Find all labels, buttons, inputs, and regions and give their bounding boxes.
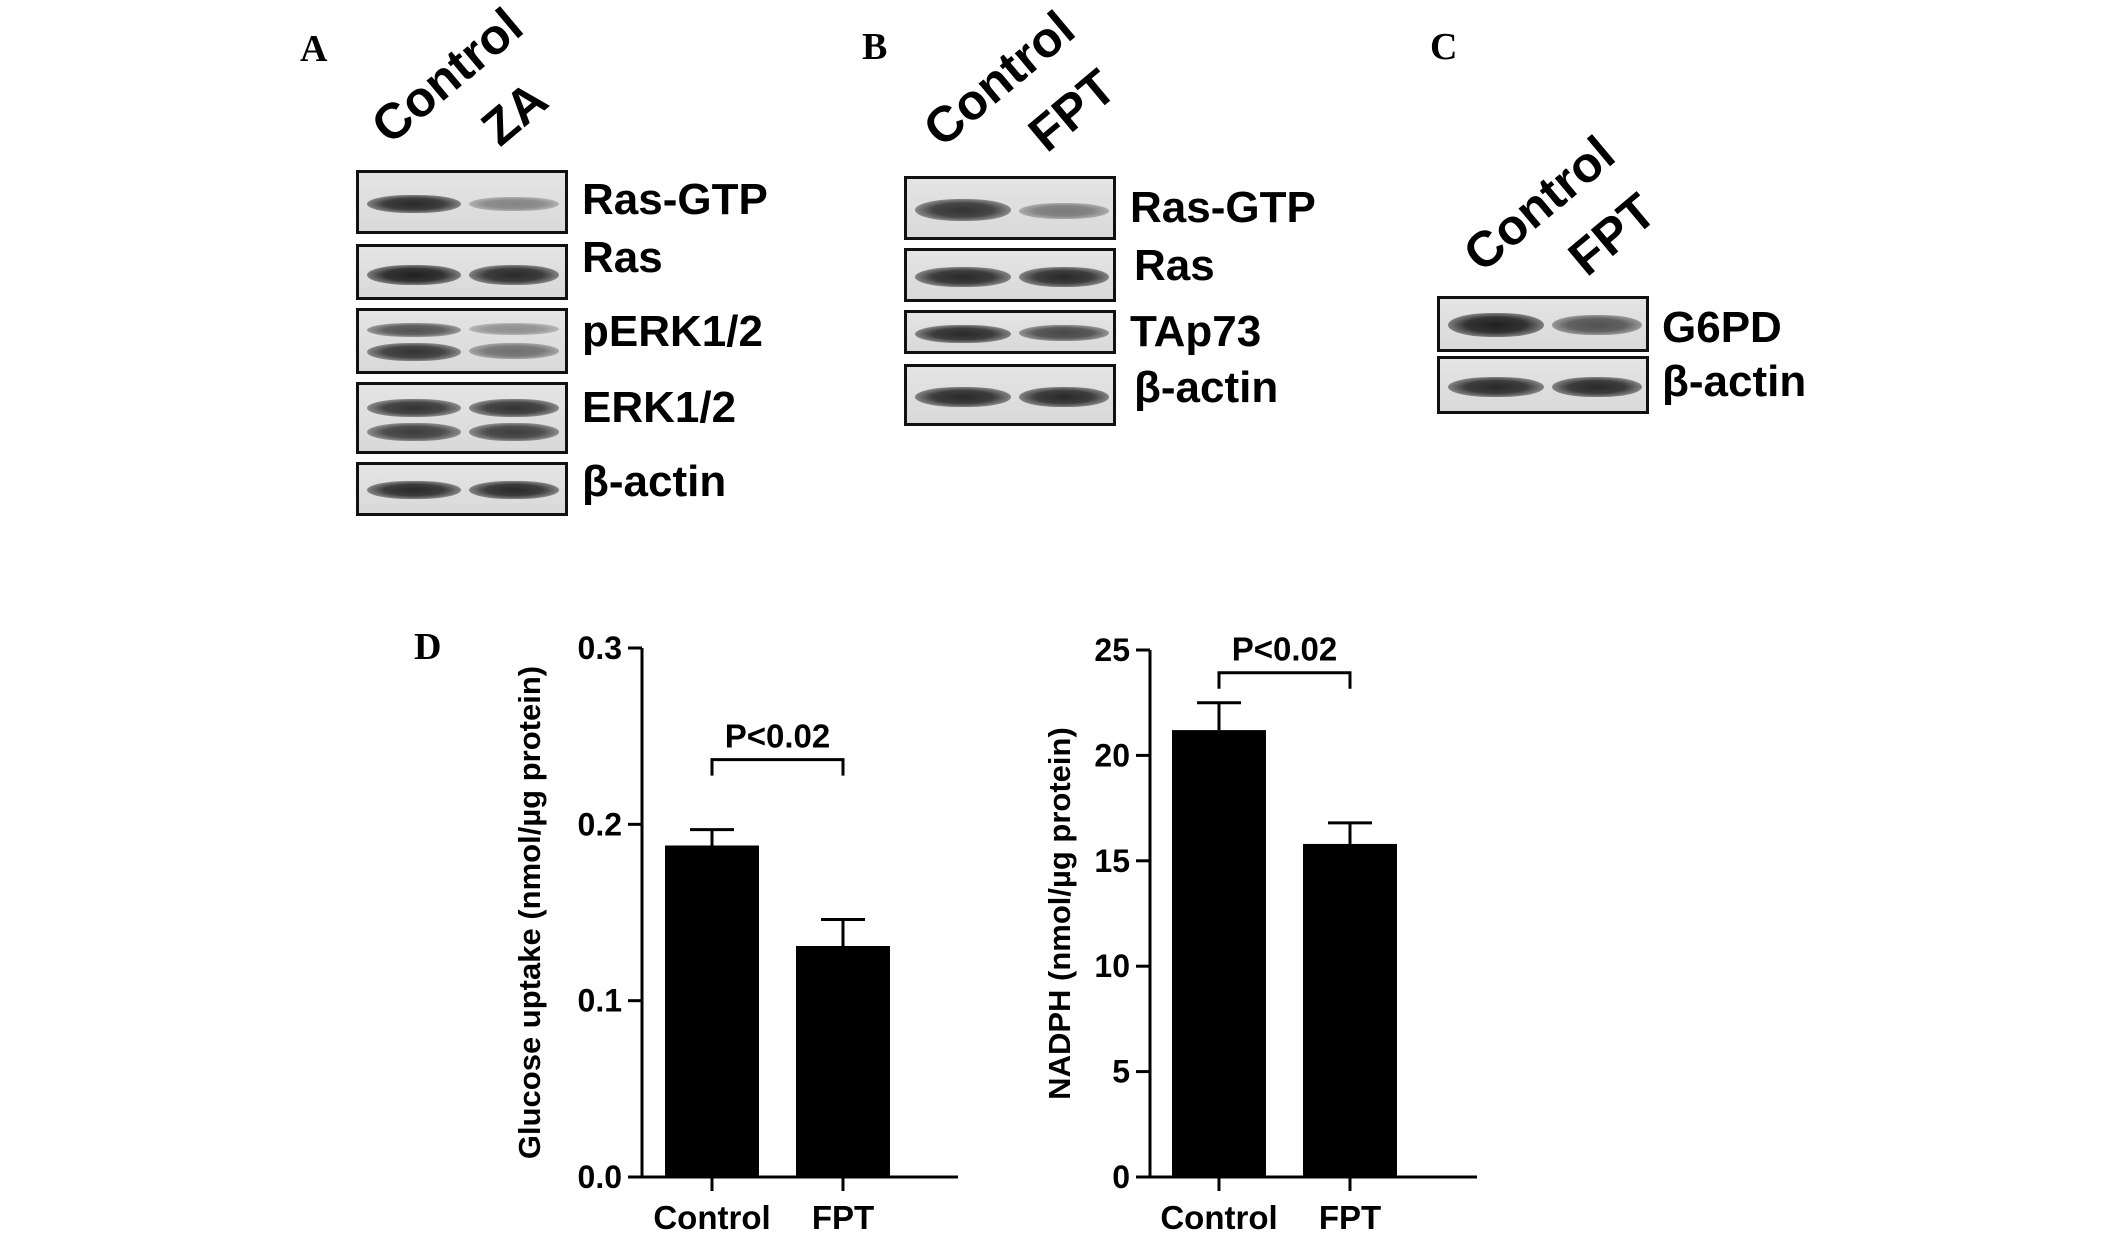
glucose-bar <box>665 845 759 1177</box>
nadph-bar <box>1172 730 1266 1177</box>
nadph-y-tick-label: 10 <box>1094 948 1130 984</box>
blot-label-actin-c: β-actin <box>1662 357 1807 406</box>
band <box>915 267 1011 287</box>
nadph-x-tick-label: Control <box>1160 1199 1277 1235</box>
band <box>1552 315 1642 335</box>
blot-label-ras-b: Ras <box>1134 241 1215 290</box>
blot-ras-gtp <box>356 170 568 234</box>
blot-actin-b <box>904 364 1116 426</box>
band <box>1019 267 1109 287</box>
panel-label-d: D <box>414 626 442 668</box>
blot-ras-gtp-b <box>904 176 1116 240</box>
blot-perk <box>356 308 568 374</box>
panel-label-c: C <box>1430 26 1458 68</box>
blot-label-ras: Ras <box>582 233 663 282</box>
blot-label-perk: pERK1/2 <box>582 307 763 356</box>
glucose-x-tick-label: Control <box>653 1199 770 1235</box>
glucose-y-tick-label: 0.3 <box>578 630 622 666</box>
nadph-x-tick-label: FPT <box>1319 1199 1381 1235</box>
nadph-y-tick-label: 20 <box>1094 737 1130 773</box>
blot-label-actin-a: β-actin <box>582 457 727 506</box>
blot-ras <box>356 244 568 300</box>
band <box>1019 387 1109 407</box>
band <box>367 343 461 361</box>
glucose-significance-label: P<0.02 <box>725 718 831 755</box>
band <box>469 197 559 211</box>
glucose-x-tick-label: FPT <box>812 1199 874 1235</box>
band <box>915 387 1011 407</box>
blot-label-g6pd: G6PD <box>1662 303 1782 352</box>
blot-label-ras-gtp: Ras-GTP <box>582 175 768 224</box>
nadph-y-tick-label: 5 <box>1112 1054 1130 1090</box>
band <box>1019 325 1109 341</box>
panel-label-b: B <box>862 26 888 68</box>
blot-actin-a <box>356 462 568 516</box>
band <box>367 399 461 417</box>
glucose-bar <box>796 946 890 1177</box>
blot-tap73 <box>904 310 1116 354</box>
band <box>915 325 1011 343</box>
blot-ras-b <box>904 248 1116 302</box>
band <box>469 423 559 441</box>
band <box>1019 203 1109 219</box>
blot-erk <box>356 382 568 454</box>
band <box>469 399 559 417</box>
blot-label-ras-gtp-b: Ras-GTP <box>1130 183 1316 232</box>
band <box>915 199 1011 221</box>
band <box>469 343 559 359</box>
blot-actin-c <box>1437 356 1649 414</box>
band <box>367 481 461 499</box>
blot-label-erk: ERK1/2 <box>582 383 737 432</box>
nadph-y-tick-label: 0 <box>1112 1159 1130 1195</box>
nadph-y-tick-label: 15 <box>1094 843 1130 879</box>
band <box>367 265 461 285</box>
band <box>469 481 559 499</box>
nadph-significance-label: P<0.02 <box>1232 631 1338 668</box>
nadph-y-axis-label: NADPH (nmol/µg protein) <box>1042 727 1077 1100</box>
band <box>1448 313 1544 337</box>
glucose-significance-bracket <box>710 758 845 776</box>
band <box>367 423 461 441</box>
glucose-y-axis-label: Glucose uptake (nmol/µg protein) <box>512 666 547 1159</box>
glucose-y-tick-label: 0.1 <box>578 983 622 1019</box>
band <box>367 195 461 213</box>
band <box>469 265 559 285</box>
nadph-y-tick-label: 25 <box>1094 632 1130 668</box>
blot-g6pd <box>1437 296 1649 352</box>
nadph-significance-bracket <box>1217 671 1352 689</box>
nadph-bar <box>1303 843 1397 1177</box>
band <box>1448 377 1544 397</box>
glucose-y-tick-label: 0.2 <box>578 806 622 842</box>
band <box>367 323 461 337</box>
blot-label-tap73: TAp73 <box>1130 307 1262 356</box>
blot-label-actin-b: β-actin <box>1134 363 1279 412</box>
glucose-y-tick-label: 0.0 <box>578 1159 622 1195</box>
band <box>1552 377 1642 397</box>
band <box>469 323 559 335</box>
panel-label-a: A <box>300 28 328 70</box>
